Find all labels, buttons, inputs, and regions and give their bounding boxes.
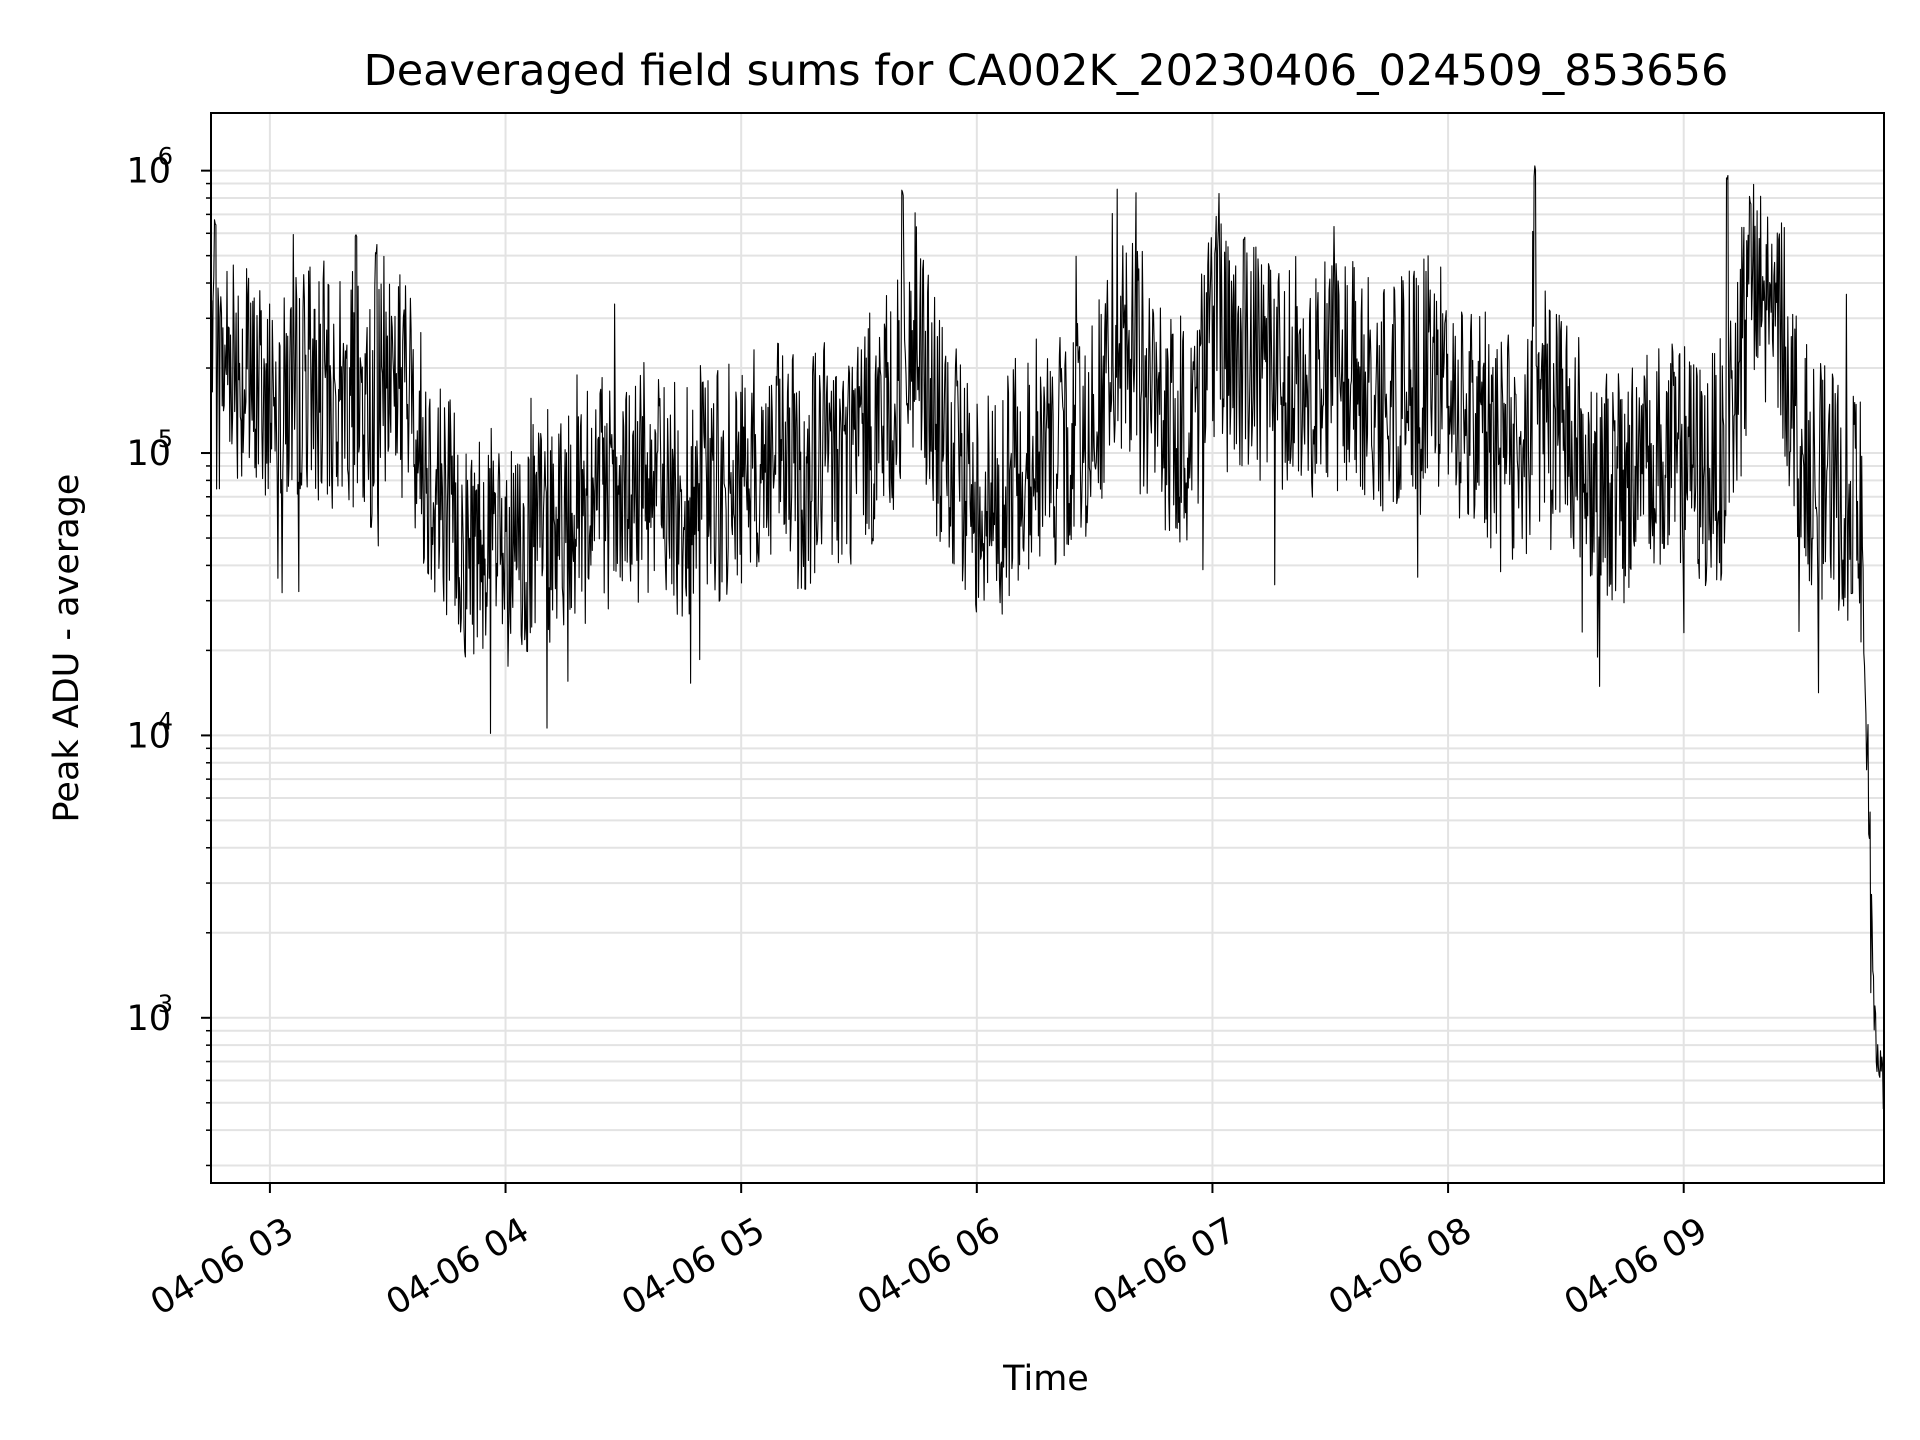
y-tick-label: 10 bbox=[126, 999, 171, 1039]
data-series-line bbox=[210, 165, 1885, 1110]
y-tick-exponent: 3 bbox=[158, 990, 173, 1018]
y-tick-label: 10 bbox=[126, 434, 171, 474]
plot-frame bbox=[210, 112, 1885, 1184]
grid bbox=[211, 113, 1884, 1183]
y-tick-exponent: 5 bbox=[158, 425, 173, 453]
x-axis-label: Time bbox=[1002, 1359, 1089, 1399]
data-line-group bbox=[210, 165, 1885, 1110]
y-tick-exponent: 6 bbox=[158, 143, 173, 171]
y-tick-label: 10 bbox=[126, 716, 171, 756]
y-tick-exponent: 4 bbox=[158, 707, 173, 735]
y-tick-base: 10 bbox=[126, 434, 171, 474]
y-axis-label: Peak ADU - average bbox=[47, 474, 87, 823]
y-tick-base: 10 bbox=[126, 152, 171, 192]
y-tick-base: 10 bbox=[126, 999, 171, 1039]
y-tick-base: 10 bbox=[126, 716, 171, 756]
chart-title: Deaveraged field sums for CA002K_2023040… bbox=[364, 46, 1729, 96]
y-tick-label: 10 bbox=[126, 152, 171, 192]
